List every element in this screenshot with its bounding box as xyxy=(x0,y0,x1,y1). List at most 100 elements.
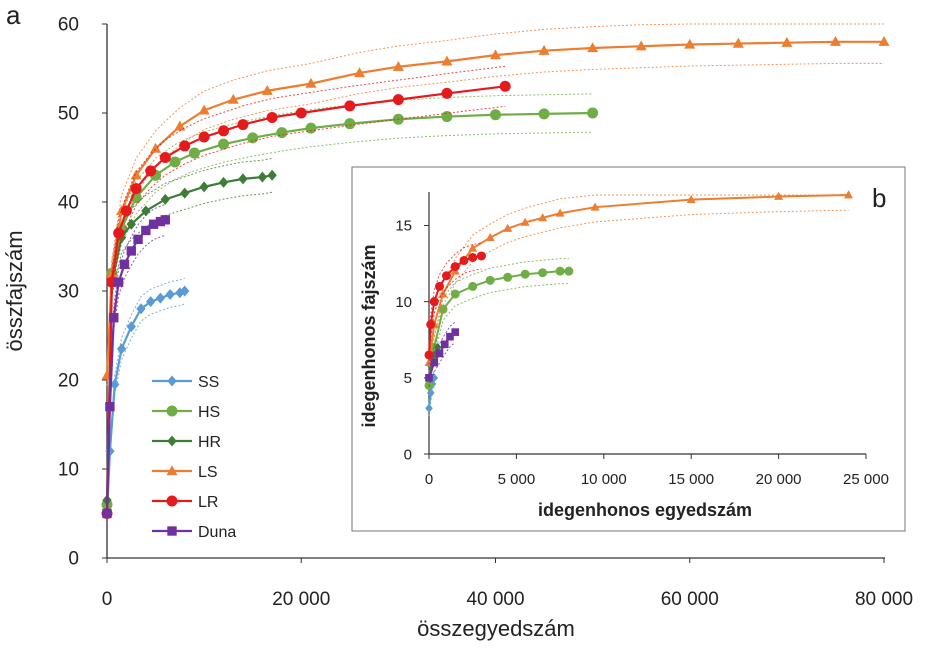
main-data-point xyxy=(141,205,151,217)
inset-y-tick-label: 5 xyxy=(404,370,412,387)
inset-data-point xyxy=(590,202,600,211)
legend-item-ls: LS xyxy=(152,464,218,481)
main-y-tick-label: 60 xyxy=(58,15,79,36)
inset-y-axis-title: idegenhonos fajszám xyxy=(359,244,379,427)
inset-envelope-upper xyxy=(428,337,439,370)
main-y-tick-label: 20 xyxy=(58,371,79,392)
inset-x-axis-title: idegenhonos egyedszám xyxy=(538,500,752,520)
main-data-point xyxy=(116,343,127,355)
main-x-tick-label: 20 000 xyxy=(272,589,330,610)
inset-data-point xyxy=(430,358,439,367)
main-data-point xyxy=(133,234,143,245)
legend-swatch-marker xyxy=(166,465,178,476)
inset-data-point xyxy=(520,217,530,226)
inset-x-tick-label: 0 xyxy=(425,471,433,488)
inset-data-point xyxy=(468,243,478,252)
inset-data-point xyxy=(440,340,449,349)
main-data-point xyxy=(159,152,171,163)
main-envelope-upper xyxy=(106,65,506,509)
inset-data-point xyxy=(686,194,696,203)
main-data-point xyxy=(160,215,170,225)
main-data-point xyxy=(126,218,136,230)
main-data-point xyxy=(392,60,404,71)
main-series-ls xyxy=(101,23,890,386)
main-x-tick-label: 40 000 xyxy=(466,589,524,610)
legend-label: LR xyxy=(198,494,218,511)
main-data-point xyxy=(354,67,366,78)
main-envelope-upper xyxy=(106,23,884,366)
inset-data-point xyxy=(426,388,435,398)
inset-data-point xyxy=(555,208,565,217)
inset-x-ticks: 0 5 000 10 000 15 000 20 000 25 000 xyxy=(425,454,889,488)
inset-data-point xyxy=(564,266,574,276)
main-series-line xyxy=(105,289,186,514)
inset-data-point xyxy=(468,281,478,291)
main-data-point xyxy=(198,131,210,143)
main-x-tick-label: 60 000 xyxy=(661,589,719,610)
inset-envelope-lower xyxy=(428,209,849,372)
inset-series-duna xyxy=(425,321,460,387)
main-y-tick-label: 0 xyxy=(68,549,79,570)
main-data-point xyxy=(126,246,136,256)
main-x-tick-label: 80 000 xyxy=(855,589,913,610)
inset-y-tick-label: 15 xyxy=(395,218,412,235)
main-data-point xyxy=(490,109,501,121)
main-data-point xyxy=(110,378,120,390)
main-data-point xyxy=(344,100,356,112)
main-data-point xyxy=(635,40,647,51)
main-x-tick-label: 0 xyxy=(102,589,113,610)
main-data-point xyxy=(538,108,550,120)
legend-label: SS xyxy=(198,374,219,391)
main-data-point xyxy=(136,303,146,315)
main-data-point xyxy=(490,49,501,60)
main-data-point xyxy=(179,140,191,152)
inset-data-point xyxy=(538,268,548,278)
main-data-point xyxy=(174,120,186,131)
main-data-point xyxy=(169,156,181,168)
main-data-point xyxy=(266,111,278,123)
main-data-point xyxy=(155,216,166,227)
main-data-point xyxy=(198,104,210,115)
inset-data-point xyxy=(503,272,513,282)
main-data-point xyxy=(113,227,125,239)
inset-y-tick-label: 0 xyxy=(404,446,412,463)
main-data-point xyxy=(305,77,317,88)
main-y-tick-label: 50 xyxy=(58,104,79,125)
main-x-ticks: 0 20 000 40 000 60 000 80 000 xyxy=(102,558,913,610)
legend-item-ss: SS xyxy=(152,374,219,391)
main-data-point xyxy=(441,55,453,66)
main-y-ticks: 0 10 20 30 40 50 60 xyxy=(58,15,107,570)
main-data-point xyxy=(146,296,156,308)
inset-data-point xyxy=(476,251,486,261)
main-data-point xyxy=(102,508,112,519)
main-data-point xyxy=(237,119,249,131)
main-envelope-lower xyxy=(106,191,273,506)
inset-data-point xyxy=(435,349,444,358)
main-data-point xyxy=(276,127,288,139)
main-data-point xyxy=(120,205,132,217)
legend-swatch-marker xyxy=(167,375,177,387)
main-data-point xyxy=(267,169,277,181)
main-data-point xyxy=(119,259,130,269)
main-data-point xyxy=(130,169,142,180)
inset-x-tick-label: 10 000 xyxy=(581,471,627,488)
main-data-point xyxy=(160,193,170,205)
inset-data-point xyxy=(503,223,513,232)
main-y-axis-title: összfajszám xyxy=(2,230,27,351)
main-data-point xyxy=(257,171,268,183)
legend-label: HS xyxy=(198,404,220,421)
main-data-point xyxy=(188,147,200,159)
legend-label: LS xyxy=(198,464,218,481)
inset-x-tick-label: 5 000 xyxy=(498,471,536,488)
main-data-point xyxy=(141,225,151,236)
inset-data-point xyxy=(425,403,433,413)
inset-data-point xyxy=(468,252,478,262)
legend-item-lr: LR xyxy=(152,494,218,511)
main-series-line xyxy=(105,40,884,376)
inset-data-point xyxy=(426,320,436,329)
main-envelope-lower xyxy=(106,62,884,386)
main-data-point xyxy=(218,138,230,150)
legend-swatch-marker xyxy=(166,405,178,417)
main-data-point xyxy=(155,292,166,304)
